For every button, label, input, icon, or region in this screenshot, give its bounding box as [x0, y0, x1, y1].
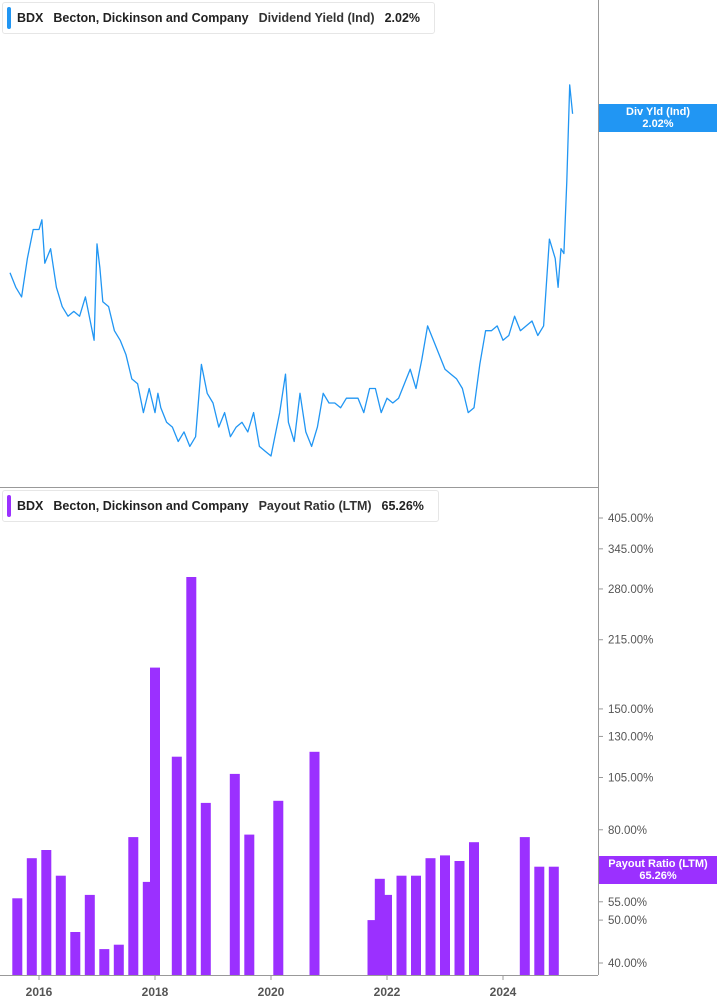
yield-badge-value: 2.02%: [642, 118, 674, 130]
x-tick-label: 2020: [258, 985, 285, 999]
bottom-legend: BDX Becton, Dickinson and Company Payout…: [2, 490, 439, 522]
y-tick-label: 280.00%: [608, 584, 653, 596]
payout-bar: [534, 866, 545, 975]
payout-bar: [41, 850, 52, 975]
payout-bar: [186, 577, 197, 975]
payout-bar: [374, 878, 385, 975]
payout-bar: [229, 773, 240, 975]
payout-bar: [396, 875, 407, 975]
top-value: 2.02%: [384, 11, 421, 25]
payout-bar: [244, 834, 255, 975]
payout-bar: [128, 837, 139, 975]
payout-badge-title: Payout Ratio (LTM): [608, 858, 708, 870]
payout-swatch: [7, 495, 11, 517]
y-tick-label: 50.00%: [608, 915, 647, 927]
payout-bar: [26, 858, 37, 975]
payout-bar: [12, 898, 23, 975]
y-tick-label: 105.00%: [608, 772, 653, 784]
y-tick-label: 40.00%: [608, 958, 647, 970]
payout-bar: [55, 875, 66, 975]
payout-bar: [367, 920, 378, 975]
payout-bar: [440, 855, 450, 975]
x-tick-label: 2016: [26, 985, 53, 999]
y-tick-label: 150.00%: [608, 704, 653, 716]
y-tick-label: 345.00%: [608, 544, 653, 556]
top-metric: Dividend Yield (Ind): [258, 11, 375, 25]
y-tick-label: 80.00%: [608, 825, 647, 837]
yield-badge-title: Div Yld (Ind): [626, 106, 690, 118]
payout-bar: [84, 894, 95, 975]
dividend-yield-line: [9, 84, 574, 457]
payout-badge-value: 65.26%: [639, 870, 677, 882]
payout-bar: [548, 866, 559, 975]
bottom-metric: Payout Ratio (LTM): [258, 499, 372, 513]
y-tick-label: 130.00%: [608, 731, 653, 743]
payout-bar: [70, 932, 81, 975]
x-tick-label: 2022: [374, 985, 401, 999]
payout-bar: [469, 842, 479, 975]
payout-bar: [200, 802, 211, 975]
payout-bar: [142, 881, 153, 975]
payout-y-axis-ticks: 405.00% 345.00% 280.00% 215.00% 150.00% 130.0…: [599, 513, 653, 970]
payout-bar: [113, 944, 124, 975]
bottom-company: Becton, Dickinson and Company: [53, 499, 249, 513]
payout-bar: [309, 751, 320, 975]
payout-bar: [411, 875, 421, 975]
x-tick-label: 2024: [490, 985, 517, 999]
y-tick-label: 215.00%: [608, 635, 653, 647]
payout-value-badge: Payout Ratio (LTM) 65.26%: [599, 856, 717, 884]
payout-bar: [382, 894, 392, 975]
x-axis-ticks: 2016 2018 2020 2022 2024: [26, 975, 517, 999]
top-legend: BDX Becton, Dickinson and Company Divide…: [2, 2, 436, 34]
y-tick-label: 55.00%: [608, 897, 647, 909]
top-company: Becton, Dickinson and Company: [53, 11, 249, 25]
payout-bar: [454, 861, 465, 975]
dividend-yield-plot: [9, 84, 574, 457]
yield-value-badge: Div Yld (Ind) 2.02%: [599, 104, 717, 132]
bottom-value: 65.26%: [381, 499, 424, 513]
payout-bar: [99, 949, 110, 975]
payout-ratio-plot: [12, 577, 559, 975]
top-ticker: BDX: [17, 11, 44, 25]
yield-swatch: [7, 7, 11, 29]
payout-bar: [519, 837, 530, 975]
payout-bar: [273, 800, 284, 975]
payout-bar: [150, 667, 160, 975]
payout-bar: [425, 858, 436, 975]
bottom-ticker: BDX: [17, 499, 44, 513]
x-tick-label: 2018: [142, 985, 169, 999]
y-tick-label: 405.00%: [608, 513, 653, 525]
payout-bar: [171, 756, 182, 975]
